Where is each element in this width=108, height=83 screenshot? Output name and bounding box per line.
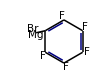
Text: F: F <box>59 11 65 21</box>
Text: F: F <box>84 47 90 57</box>
Text: Br: Br <box>27 24 39 34</box>
Text: F: F <box>40 51 46 61</box>
Text: F: F <box>63 62 69 72</box>
Text: Mg: Mg <box>28 30 44 40</box>
Text: F: F <box>82 22 88 32</box>
